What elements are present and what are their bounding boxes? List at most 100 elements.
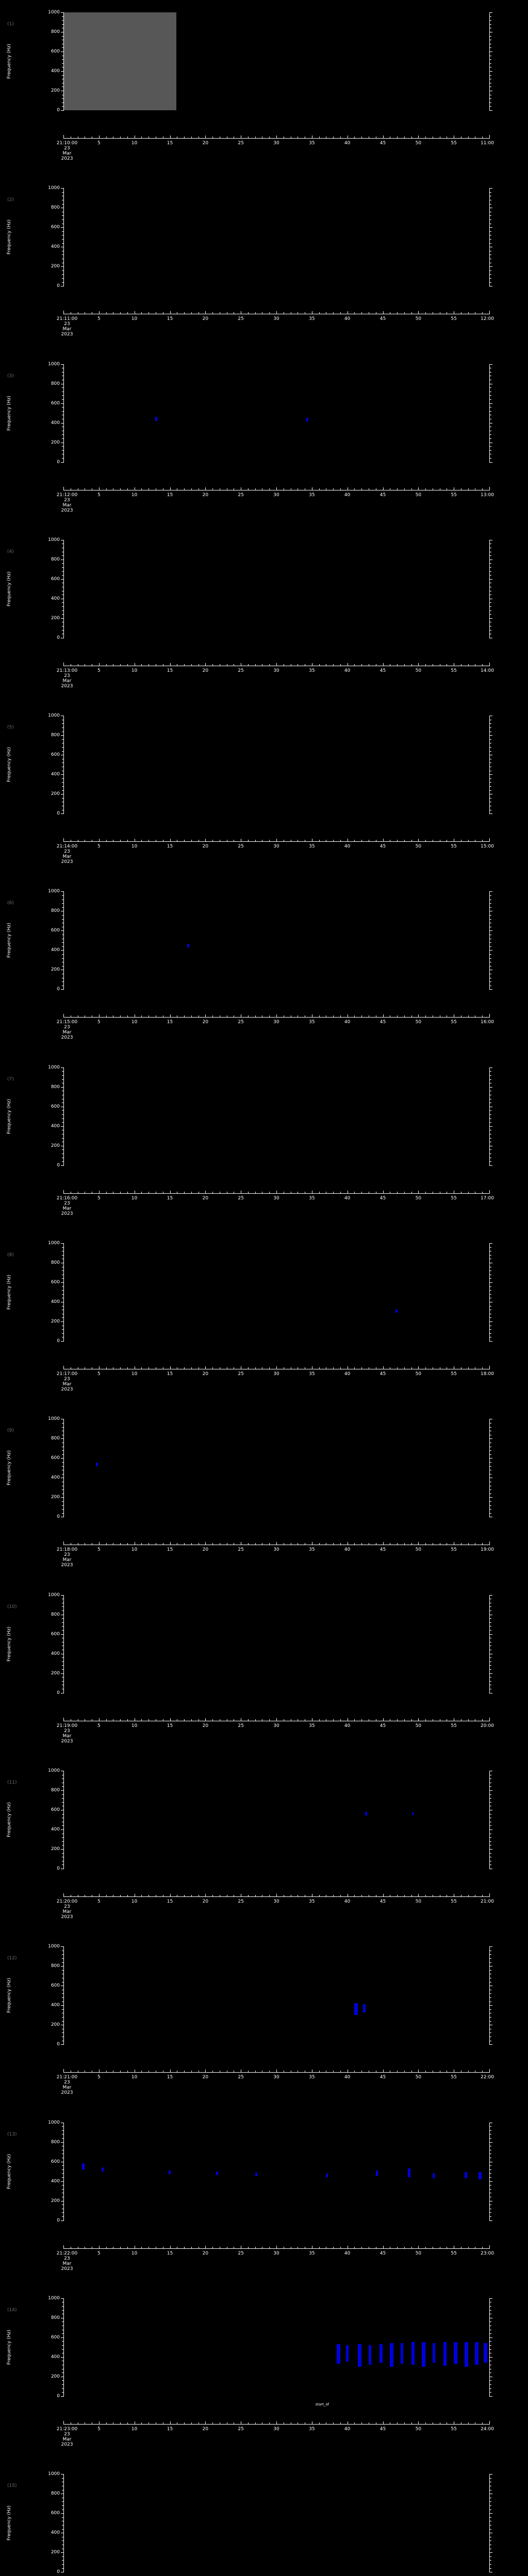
y-tick-label: 0	[57, 2217, 60, 2223]
x-tick-label: 55	[451, 668, 457, 673]
x-tick-mark	[404, 2422, 405, 2424]
x-tick-mark	[269, 2246, 270, 2248]
x-axis-end-label: 19:00	[481, 1547, 494, 1553]
signal-detection	[358, 2344, 362, 2367]
date-year-label: 2023	[61, 859, 73, 865]
y-minor-tick	[490, 946, 491, 947]
y-minor-tick	[490, 274, 491, 275]
x-tick-label: 5	[97, 1547, 101, 1553]
x-tick-label: 45	[380, 1195, 386, 1201]
y-minor-tick	[490, 1997, 491, 1998]
y-minor-tick	[490, 2345, 491, 2346]
y-tick-mark	[490, 1321, 492, 1323]
y-minor-tick	[62, 602, 63, 603]
y-tick-mark	[490, 2181, 492, 2182]
y-tick-label: 800	[51, 733, 60, 738]
x-tick-mark	[411, 1015, 412, 1018]
y-tick-mark	[490, 1790, 492, 1791]
x-tick-mark	[120, 488, 121, 490]
y-tick-mark	[61, 2181, 63, 2182]
y-tick-label: 400	[51, 596, 60, 601]
x-tick-mark	[383, 1542, 384, 1545]
plot-area	[63, 1419, 489, 1517]
x-tick-mark	[397, 1719, 398, 1721]
x-tick-mark	[98, 487, 100, 490]
y-minor-tick	[62, 2388, 63, 2389]
y-tick-label: 1000	[48, 1241, 60, 1246]
y-axis-label: Frequency (Hz)	[7, 1275, 12, 1310]
y-tick-label: 400	[51, 2530, 60, 2536]
x-tick-mark	[404, 840, 405, 842]
signal-detection	[475, 2342, 479, 2365]
date-day-label: 23	[64, 1552, 70, 1558]
x-tick-label: 40	[344, 316, 351, 322]
y-minor-tick	[62, 1118, 63, 1119]
panel-number: (13)	[7, 2131, 17, 2137]
x-tick-mark	[383, 487, 384, 490]
x-tick-mark	[98, 1718, 100, 1721]
y-minor-tick	[490, 1657, 491, 1658]
y-tick-mark	[61, 891, 63, 892]
y-minor-tick	[490, 602, 491, 603]
x-tick-mark	[106, 1015, 107, 1018]
date-month-label: Mar	[62, 151, 72, 156]
y-minor-tick	[490, 399, 491, 400]
x-tick-label: 20	[202, 668, 209, 673]
y-tick-label: 600	[51, 400, 60, 406]
y-tick-label: 800	[51, 1612, 60, 1617]
x-tick-label: 50	[415, 668, 422, 673]
x-tick-mark	[120, 840, 121, 842]
y-minor-tick	[62, 434, 63, 435]
y-minor-tick	[490, 965, 491, 967]
y-tick-mark	[61, 1126, 63, 1127]
x-tick-mark	[63, 2421, 64, 2424]
y-tick-mark	[61, 950, 63, 951]
y-minor-tick	[62, 723, 63, 724]
y-minor-tick	[62, 411, 63, 412]
y-tick-label: 600	[51, 1455, 60, 1461]
x-tick-label: 50	[415, 2075, 422, 2080]
x-tick-mark	[468, 312, 469, 314]
x-tick-mark	[489, 1366, 490, 1369]
y-tick-mark	[490, 2142, 492, 2143]
x-axis-line	[63, 1193, 490, 1194]
x-tick-mark	[141, 1015, 142, 1018]
y-minor-tick	[62, 919, 63, 920]
y-minor-tick	[490, 2568, 491, 2569]
y-minor-tick	[490, 1814, 491, 1815]
x-tick-label: 30	[273, 844, 279, 850]
x-tick-mark	[319, 840, 320, 842]
x-tick-mark	[361, 1894, 362, 1896]
y-minor-tick	[62, 2556, 63, 2557]
x-tick-mark	[106, 488, 107, 490]
y-minor-tick	[62, 1786, 63, 1787]
x-tick-mark	[127, 2422, 128, 2424]
y-tick-label: 800	[51, 2139, 60, 2145]
x-tick-mark	[489, 2070, 490, 2073]
y-minor-tick	[62, 204, 63, 205]
y-minor-tick	[62, 2524, 63, 2526]
x-tick-mark	[191, 1719, 192, 1721]
y-tick-mark	[490, 989, 492, 990]
y-minor-tick	[490, 903, 491, 904]
y-tick-mark	[490, 950, 492, 951]
x-tick-mark	[170, 2070, 171, 2073]
axis-spine-right	[489, 2122, 490, 2221]
y-tick-label: 800	[51, 1084, 60, 1090]
y-minor-tick	[62, 231, 63, 232]
date-month-label: Mar	[62, 1733, 72, 1739]
y-tick-mark	[490, 1595, 492, 1596]
y-tick-label: 600	[51, 49, 60, 54]
x-tick-mark	[255, 1367, 256, 1369]
y-minor-tick	[490, 1618, 491, 1619]
y-minor-tick	[490, 1778, 491, 1780]
x-tick-mark	[333, 2422, 334, 2424]
x-tick-label: 35	[309, 844, 315, 850]
x-tick-mark	[120, 1543, 121, 1545]
x-tick-label: 15	[167, 1899, 173, 1904]
y-tick-label: 800	[51, 2315, 60, 2320]
y-minor-tick	[490, 278, 491, 279]
panel-number: (3)	[7, 373, 14, 379]
y-minor-tick	[490, 2505, 491, 2506]
y-axis-label: Frequency (Hz)	[7, 571, 12, 606]
